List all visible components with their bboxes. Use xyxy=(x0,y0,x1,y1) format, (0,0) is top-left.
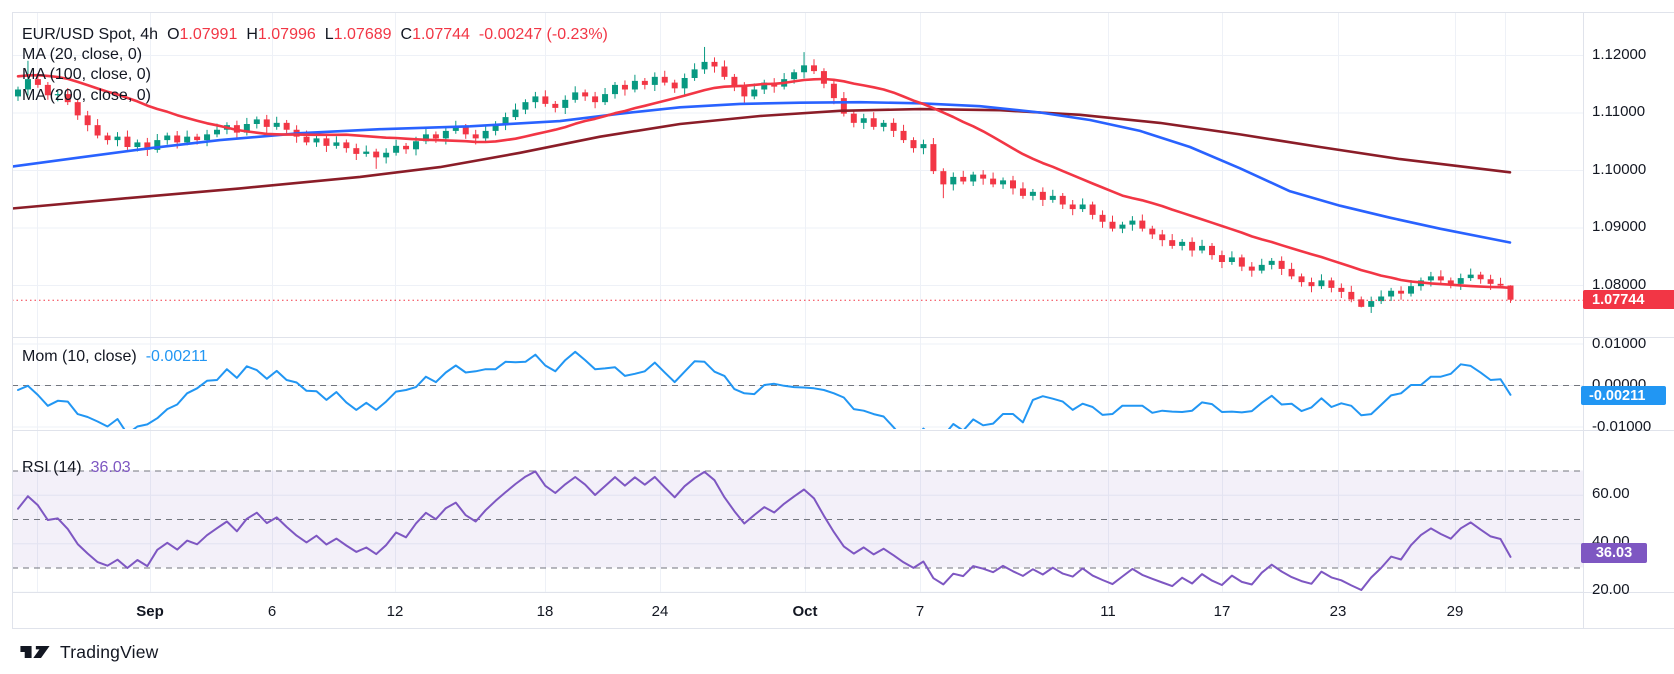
low-label: L1.07689 xyxy=(324,26,392,43)
time-tick-sep: Sep xyxy=(136,603,164,620)
rsi-tick: 20.00 xyxy=(1592,581,1630,598)
brand-text: TradingView xyxy=(60,641,159,662)
rsi-badge: 36.03 xyxy=(1581,543,1647,563)
gridlines xyxy=(12,12,1583,593)
time-tick: 12 xyxy=(386,603,404,620)
last-price-badge: 1.07744 xyxy=(1583,290,1674,309)
time-tick: 24 xyxy=(651,603,669,620)
rsi-band xyxy=(12,385,1583,569)
frame-lines xyxy=(12,12,1674,629)
symbol-legend[interactable]: EUR/USD Spot, 4h O1.07991 H1.07996 L1.07… xyxy=(22,26,608,43)
price-tick: 1.09000 xyxy=(1592,218,1647,235)
time-tick: 17 xyxy=(1213,603,1231,620)
momentum-pane xyxy=(17,350,1512,429)
low-value: 1.07689 xyxy=(333,26,392,43)
high-value: 1.07996 xyxy=(257,26,316,43)
rsi-value: 36.03 xyxy=(90,459,131,476)
momentum-legend[interactable]: Mom (10, close) -0.00211 xyxy=(22,348,208,365)
price-tick: 1.11000 xyxy=(1592,103,1646,120)
time-tick: 11 xyxy=(1100,603,1116,620)
time-tick: 23 xyxy=(1329,603,1347,620)
mom-tick: -0.01000 xyxy=(1592,418,1652,435)
tradingview-mark-icon xyxy=(20,646,50,658)
time-tick: 18 xyxy=(536,603,554,620)
time-tick: 6 xyxy=(267,603,277,620)
time-tick: 7 xyxy=(915,603,925,620)
close-value: 1.07744 xyxy=(412,26,470,43)
momentum-label: Mom (10, close) xyxy=(22,348,137,365)
ma200-legend[interactable]: MA (200, close, 0) xyxy=(22,87,151,104)
mom-tick: 0.01000 xyxy=(1592,335,1647,352)
ma20-legend[interactable]: MA (20, close, 0) xyxy=(22,46,143,63)
close-label: C1.07744 xyxy=(400,26,470,43)
momentum-value: -0.00211 xyxy=(145,348,208,365)
price-tick: 1.12000 xyxy=(1592,46,1647,63)
candles-pane xyxy=(12,46,1514,313)
time-tick-oct: Oct xyxy=(792,603,818,620)
open-value: 1.07991 xyxy=(179,26,238,43)
open-label: O1.07991 xyxy=(167,26,238,43)
price-tick: 1.10000 xyxy=(1592,161,1647,178)
rsi-tick: 60.00 xyxy=(1592,485,1630,502)
price-tick: 1.08000 xyxy=(1592,276,1647,293)
momentum-badge: -0.00211 xyxy=(1581,386,1666,405)
rsi-line-pane xyxy=(17,470,1512,591)
symbol-title: EUR/USD Spot, 4h xyxy=(22,26,159,43)
high-label: H1.07996 xyxy=(246,26,316,43)
change-value: -0.00247 (-0.23%) xyxy=(478,26,608,43)
ma100-legend[interactable]: MA (100, close, 0) xyxy=(22,66,151,83)
time-tick: 29 xyxy=(1446,603,1464,620)
rsi-legend[interactable]: RSI (14) 36.03 xyxy=(22,459,131,476)
tradingview-logo[interactable]: TradingView xyxy=(18,640,159,664)
rsi-label: RSI (14) xyxy=(22,459,82,476)
